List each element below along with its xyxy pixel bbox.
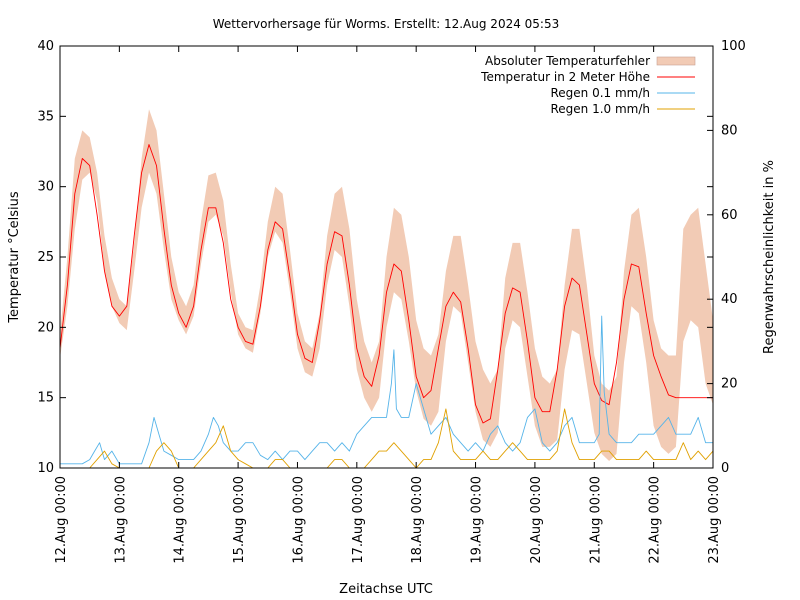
x-tick-label: 19.Aug 00:00 [470, 476, 485, 564]
x-tick-label: 22.Aug 00:00 [648, 476, 663, 564]
x-tick-label: 23.Aug 00:00 [707, 476, 722, 564]
x-tick-label: 16.Aug 00:00 [291, 476, 306, 564]
legend-label-1: Temperatur in 2 Meter Höhe [480, 70, 650, 84]
y2-tick-label: 20 [721, 377, 738, 392]
y-tick-label: 30 [37, 180, 54, 195]
x-tick-label: 14.Aug 00:00 [173, 476, 188, 564]
x-tick-label: 18.Aug 00:00 [410, 476, 425, 564]
axes: 10 15 20 25 30 35 40 0 20 40 60 80 100 12.Aug 00:00 13… [37, 39, 745, 564]
y2-axis-label: Regenwahrscheinlichkeit in % [762, 160, 777, 354]
plot-area [59, 109, 714, 469]
chart-title: Wettervorhersage für Worms. Erstellt: 12… [213, 17, 560, 31]
y-tick-label: 20 [37, 320, 54, 335]
x-tick-label: 20.Aug 00:00 [529, 476, 544, 564]
legend-label-3: Regen 1.0 mm/h [550, 102, 650, 116]
y-tick-label: 35 [37, 109, 54, 124]
y2-tick-label: 0 [721, 461, 729, 476]
y2-tick-label: 60 [721, 208, 738, 223]
legend-swatch-band [656, 56, 696, 66]
x-tick-label: 17.Aug 00:00 [351, 476, 366, 564]
series-line-0 [59, 144, 713, 424]
y-tick-label: 10 [37, 461, 54, 476]
x-axis-label: Zeitachse UTC [339, 582, 433, 597]
legend-label-2: Regen 0.1 mm/h [550, 86, 650, 100]
x-tick-label: 12.Aug 00:00 [54, 476, 69, 564]
y-tick-label: 40 [37, 39, 54, 54]
series-line-2 [60, 408, 714, 469]
y2-tick-label: 40 [721, 292, 738, 307]
x-tick-label: 13.Aug 00:00 [113, 476, 128, 564]
y-axis-label: Temperatur °Celsius [7, 191, 22, 324]
y2-tick-label: 80 [721, 123, 738, 138]
series-error-band [60, 109, 713, 462]
series-line-1 [60, 315, 713, 465]
x-tick-label: 21.Aug 00:00 [588, 476, 603, 564]
y-tick-label: 15 [37, 391, 54, 406]
y2-tick-label: 100 [721, 39, 746, 54]
x-tick-label: 15.Aug 00:00 [232, 476, 247, 564]
y-tick-label: 25 [37, 250, 54, 265]
legend: Absoluter Temperaturfehler Temperatur in … [480, 54, 696, 116]
legend-label-0: Absoluter Temperaturfehler [485, 54, 650, 68]
